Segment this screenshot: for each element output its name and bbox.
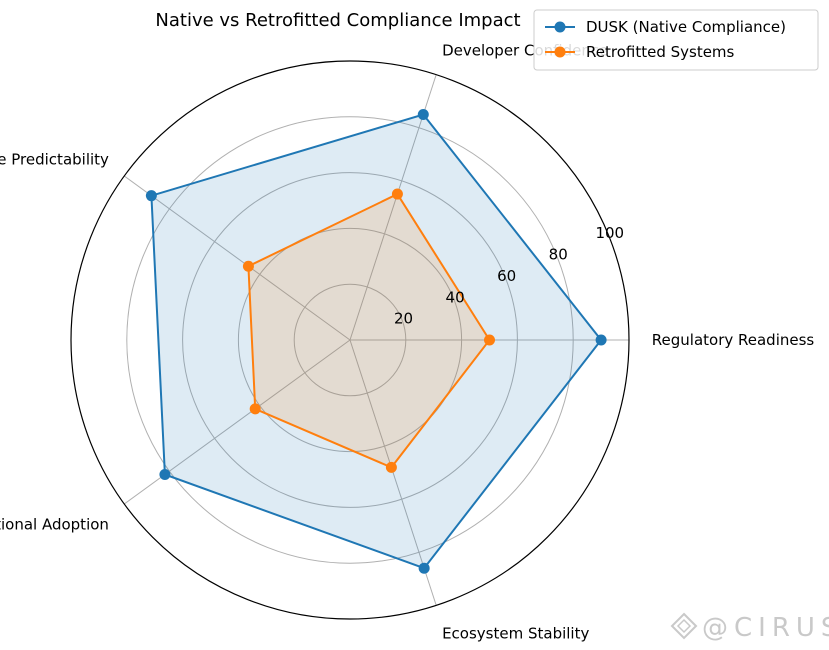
polar-frame <box>70 60 630 620</box>
series-1-point-4 <box>385 461 397 473</box>
series-1-point-1 <box>391 188 403 200</box>
legend-label-retrofitted: Retrofitted Systems <box>586 43 735 61</box>
series-0-point-1 <box>417 108 429 120</box>
spoke-2 <box>123 175 351 341</box>
series-line-1 <box>247 192 491 469</box>
series-0-point-2 <box>145 190 157 202</box>
legend-box <box>533 9 819 71</box>
axis-label-4: Ecosystem Stability <box>442 624 589 642</box>
series-0-point-3 <box>159 468 171 480</box>
legend-marker-retrofitted <box>554 46 566 58</box>
watermark: @CIRUS <box>670 612 829 643</box>
radial-tick-80: 80 <box>549 246 568 264</box>
axis-label-0: Regulatory Readiness <box>652 331 815 349</box>
series-1-point-3 <box>249 403 261 415</box>
radial-tick-40: 40 <box>446 288 465 306</box>
radial-tick-100: 100 <box>595 224 624 242</box>
series-1-point-0 <box>484 334 495 346</box>
radial-tick-20: 20 <box>394 310 413 328</box>
series-line-0 <box>150 113 603 570</box>
legend-marker-dusk <box>554 21 566 33</box>
series-1-point-2 <box>242 260 254 272</box>
series-fill-1 <box>248 194 490 468</box>
legend-label-dusk: DUSK (Native Compliance) <box>586 18 786 36</box>
series-layer <box>145 108 607 574</box>
radial-tick-60: 60 <box>497 267 516 285</box>
series-0-point-0 <box>595 334 607 346</box>
axis-label-3: Institutional Adoption <box>0 515 109 533</box>
spoke-4 <box>349 339 437 606</box>
legend: DUSK (Native Compliance) Retrofitted Sys… <box>533 9 819 71</box>
radial-tick-labels: 20 40 60 80 100 <box>394 224 624 327</box>
series-fill-0 <box>151 114 602 569</box>
series-0-point-4 <box>418 562 430 574</box>
axis-label-2: Upgrade Predictability <box>0 151 109 169</box>
chart-title: Native vs Retrofitted Compliance Impact <box>155 10 520 31</box>
watermark-logo-icon <box>670 612 698 640</box>
watermark-text: @CIRUS <box>702 613 829 643</box>
